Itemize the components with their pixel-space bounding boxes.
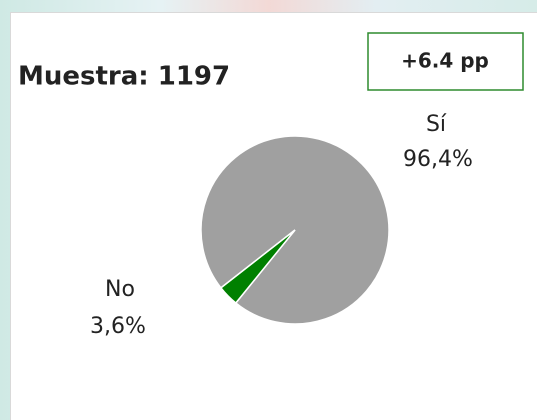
pie-slice: [219, 229, 296, 305]
chart-title: Muestra: 1197: [18, 62, 230, 92]
slice-value-label: 3,6%: [90, 314, 146, 339]
annotation: +6.4 pp: [401, 49, 489, 73]
annotation-box: [367, 32, 524, 91]
slice-label: No: [105, 277, 135, 302]
slice-label: Sí: [426, 112, 447, 137]
slice-value-label: 96,4%: [403, 147, 473, 172]
